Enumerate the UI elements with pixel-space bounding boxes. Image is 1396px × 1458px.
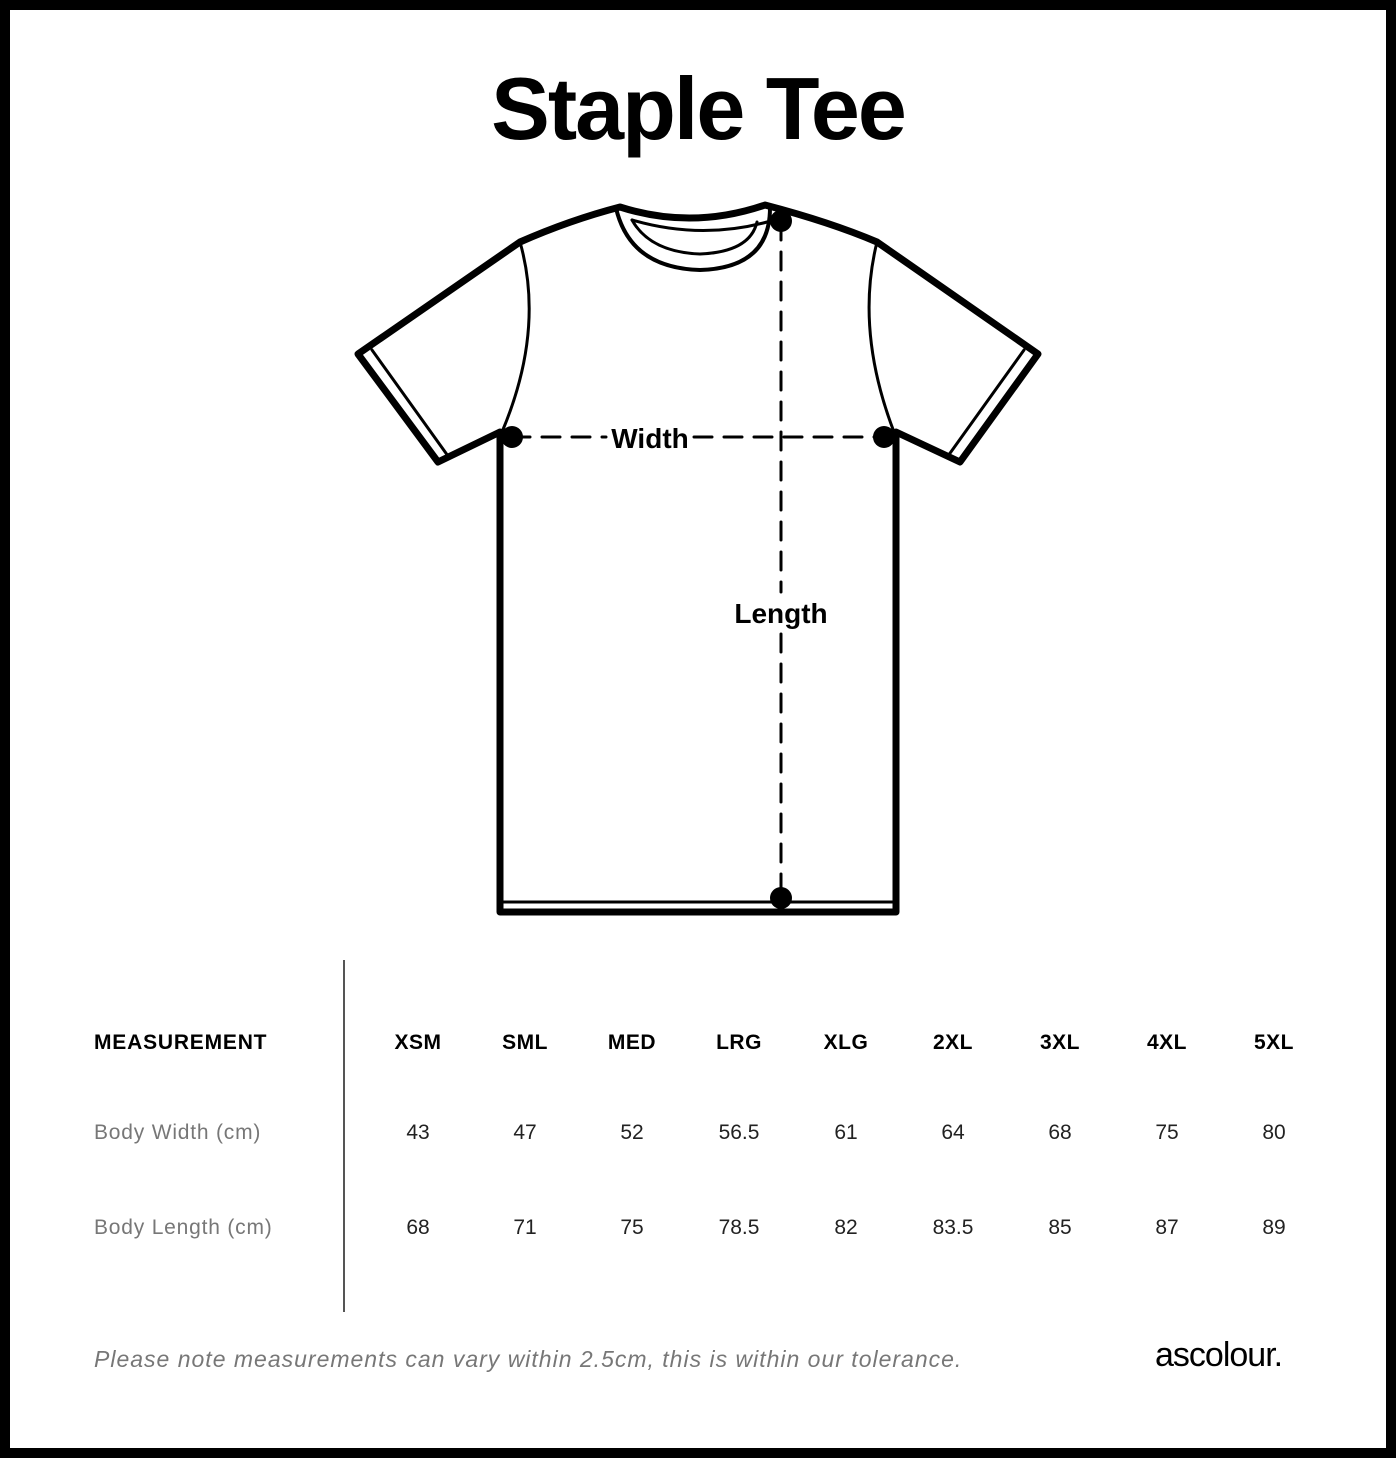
table-cell: 75	[620, 1216, 644, 1239]
page-title: Staple Tee	[491, 59, 907, 158]
width-label: Width	[611, 423, 689, 454]
length-point-top	[770, 210, 792, 232]
table-cell: 85	[1048, 1216, 1072, 1239]
table-cell: 47	[513, 1121, 537, 1144]
table-cell: 82	[834, 1216, 858, 1239]
table-cell: 52	[620, 1121, 644, 1144]
size-header: XSM	[394, 1031, 442, 1054]
length-label: Length	[734, 598, 827, 629]
table-divider	[343, 960, 345, 1312]
table-header-measurement: MEASUREMENT	[94, 1031, 268, 1054]
sleeve-seam-right	[867, 240, 896, 434]
collar-band	[630, 218, 769, 232]
collar-inner	[630, 218, 759, 256]
table-cell: 78.5	[718, 1216, 760, 1239]
brand-logo: ascolour.	[1155, 1336, 1283, 1374]
row-label: Body Length (cm)	[94, 1216, 273, 1239]
size-header: XLG	[823, 1031, 869, 1054]
length-point-bottom	[770, 887, 792, 909]
size-header: 5XL	[1253, 1031, 1295, 1054]
tolerance-note: Please note measurements can vary within…	[94, 1346, 963, 1372]
table-cell: 83.5	[932, 1216, 974, 1239]
tshirt-outline	[354, 201, 1042, 916]
table-cell: 64	[941, 1121, 965, 1144]
table-cell: 61	[834, 1121, 858, 1144]
table-cell: 56.5	[718, 1121, 760, 1144]
width-point-left	[501, 426, 523, 448]
cuff-right	[946, 348, 1026, 458]
cuff-left	[370, 348, 450, 458]
table-cell: 68	[1048, 1121, 1072, 1144]
size-header: SML	[502, 1031, 548, 1054]
table-cell: 75	[1155, 1121, 1179, 1144]
size-header: 3XL	[1039, 1031, 1081, 1054]
table-cell: 68	[406, 1216, 430, 1239]
table-cell: 80	[1262, 1121, 1286, 1144]
size-header: MED	[607, 1031, 657, 1054]
collar-outer	[614, 206, 772, 272]
table-cell: 71	[513, 1216, 537, 1239]
table-cell: 89	[1262, 1216, 1286, 1239]
row-label: Body Width (cm)	[94, 1121, 262, 1144]
size-header: LRG	[716, 1031, 762, 1054]
sleeve-seam-left	[500, 240, 531, 434]
table-cell: 43	[406, 1121, 430, 1144]
size-header: 2XL	[932, 1031, 974, 1054]
table-cell: 87	[1155, 1216, 1179, 1239]
size-header: 4XL	[1146, 1031, 1188, 1054]
width-point-right	[873, 426, 895, 448]
